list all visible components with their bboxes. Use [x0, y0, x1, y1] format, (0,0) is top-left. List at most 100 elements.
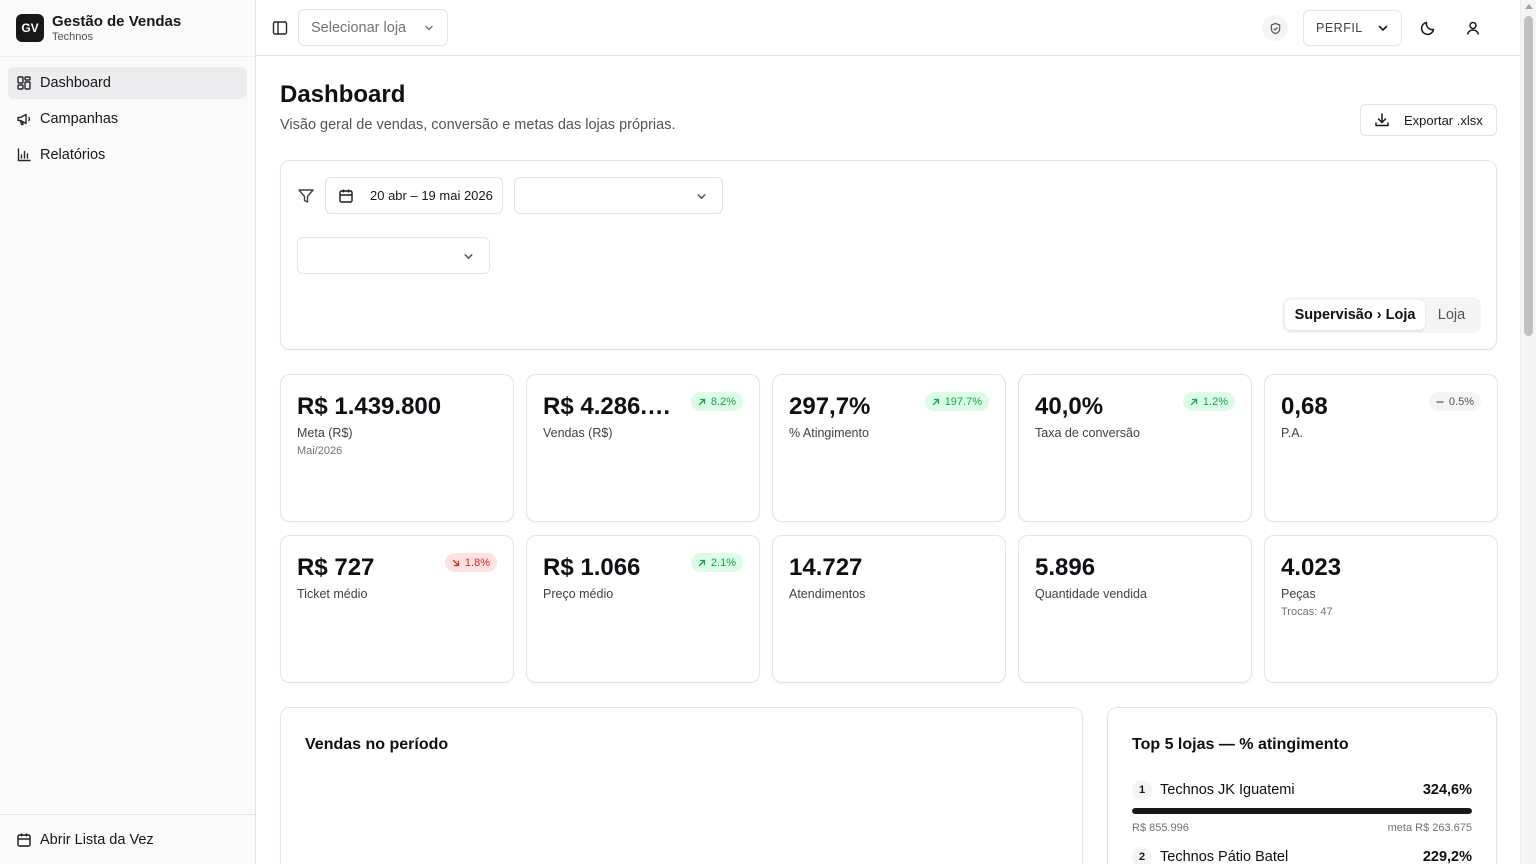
trend-badge: 1.2% — [1182, 392, 1235, 411]
kpi-card-meta: R$ 1.439.800 Meta (R$) Mai/2026 — [280, 374, 514, 522]
kpi-card-atingimento: 297,7% % Atingimento 197.7% — [772, 374, 1006, 522]
sales-period-title: Vendas no período — [305, 736, 449, 753]
filter-select-b[interactable] — [297, 237, 490, 274]
kpi-label: Quantidade vendida — [1035, 587, 1147, 601]
rank-number: 2 — [1132, 847, 1152, 864]
store-goal: meta R$ 263.675 — [1387, 822, 1472, 834]
sidebar-item-label: Campanhas — [40, 111, 119, 127]
kpi-sub: Mai/2026 — [297, 445, 343, 457]
kpi-value: R$ 727 — [297, 554, 375, 581]
view-option-loja[interactable]: Loja — [1437, 307, 1466, 323]
top-stores-panel: Top 5 lojas — % atingimento 1 Technos JK… — [1107, 707, 1497, 864]
kpi-value: 5.896 — [1035, 554, 1096, 581]
shield-icon — [1269, 22, 1282, 35]
kpi-card-preco-medio: R$ 1.066 Preço médio 2.1% — [526, 535, 760, 683]
sidebar-item-dashboard[interactable]: Dashboard — [8, 67, 247, 99]
arrow-up-right-icon — [932, 398, 939, 405]
moon-icon — [1420, 20, 1436, 36]
kpi-card-atendimentos: 14.727 Atendimentos — [772, 535, 1006, 683]
profile-select-label: PERFIL — [1316, 21, 1363, 35]
kpi-value: 0,68 — [1281, 393, 1328, 420]
theme-toggle-button[interactable] — [1414, 14, 1442, 42]
kpi-value: R$ 1.066 — [543, 554, 641, 581]
user-menu-button[interactable] — [1458, 13, 1488, 43]
kpi-label: Preço médio — [543, 587, 614, 601]
kpi-label: Taxa de conversão — [1035, 426, 1140, 440]
kpi-label: Peças — [1281, 587, 1316, 601]
sidebar-nav: Dashboard Campanhas Relatórios — [0, 57, 255, 185]
megaphone-icon — [16, 111, 32, 127]
trend-badge: 8.2% — [690, 392, 743, 411]
profile-select[interactable]: PERFIL — [1303, 10, 1402, 46]
date-range-label: 20 abr – 19 mai 2026 — [370, 188, 493, 203]
arrow-up-right-icon — [698, 559, 706, 566]
kpi-card-pecas: 4.023 Peças Trocas: 47 — [1264, 535, 1498, 683]
kpi-label: % Atingimento — [789, 426, 869, 440]
kpi-card-conversao: 40,0% Taxa de conversão 1.2% — [1018, 374, 1252, 522]
export-label: Exportar .xlsx — [1404, 112, 1483, 128]
sidebar-item-label: Dashboard — [40, 75, 111, 91]
view-mode-toggle: Supervisão › Loja Loja — [1282, 297, 1481, 333]
arrow-down-right-icon — [452, 559, 460, 566]
view-option-supervisao-loja[interactable]: Supervisão › Loja — [1285, 300, 1425, 330]
trend-value: 1.8% — [464, 556, 490, 569]
brand: GV Gestão de Vendas Technos — [0, 0, 255, 57]
page-subtitle: Visão geral de vendas, conversão e metas… — [280, 117, 676, 133]
kpi-label: Meta (R$) — [297, 426, 353, 440]
store-name: Technos JK Iguatemi — [1160, 782, 1295, 798]
list-item[interactable]: 1 Technos JK Iguatemi 324,6% R$ 855.996 … — [1132, 779, 1472, 834]
user-icon — [1465, 20, 1481, 36]
trend-badge: 0.5% — [1428, 392, 1481, 411]
kpi-value: 4.023 — [1281, 554, 1342, 581]
list-item[interactable]: 2 Technos Pátio Batel 229,2% — [1132, 846, 1472, 864]
page-title: Dashboard — [280, 81, 406, 108]
trend-badge: 1.8% — [444, 553, 497, 572]
trend-value: 8.2% — [710, 395, 736, 408]
sidebar: GV Gestão de Vendas Technos Dashboard Ca… — [0, 0, 256, 864]
export-xlsx-button[interactable]: Exportar .xlsx — [1360, 104, 1497, 136]
admin-shield-button[interactable] — [1262, 15, 1288, 41]
scroll-thumb[interactable] — [1524, 16, 1533, 336]
clipboard-clock-icon — [16, 832, 32, 848]
scroll-up-arrow-icon[interactable] — [1525, 4, 1533, 9]
kpi-value: 14.727 — [789, 554, 863, 581]
progress-fill — [1132, 808, 1472, 814]
filter-select-a[interactable] — [514, 177, 723, 214]
trend-value: 197.7% — [944, 395, 982, 408]
dashboard-icon — [16, 75, 32, 91]
kpi-label: Atendimentos — [789, 587, 866, 601]
top-stores-title: Top 5 lojas — % atingimento — [1132, 736, 1349, 753]
store-select[interactable]: Selecionar loja — [298, 9, 448, 46]
chevron-down-icon — [462, 250, 475, 263]
calendar-icon — [338, 188, 354, 204]
sidebar-item-relatorios[interactable]: Relatórios — [8, 139, 247, 171]
kpi-label: Ticket médio — [297, 587, 368, 601]
bar-chart-icon — [16, 147, 32, 163]
minus-icon — [1436, 400, 1444, 403]
kpi-card-vendas: R$ 4.286.… Vendas (R$) 8.2% — [526, 374, 760, 522]
sidebar-item-label: Relatórios — [40, 147, 106, 163]
sales-period-panel: Vendas no período — [280, 707, 1083, 864]
kpi-value: R$ 4.286.… — [543, 393, 672, 420]
kpi-label: P.A. — [1281, 426, 1304, 440]
kpi-sub: Trocas: 47 — [1281, 606, 1333, 618]
chevron-down-icon — [695, 190, 708, 203]
kpi-label: Vendas (R$) — [543, 426, 613, 440]
open-queue-button[interactable]: Abrir Lista da Vez — [0, 814, 255, 864]
sidebar-toggle-button[interactable] — [266, 14, 294, 42]
filter-icon — [297, 187, 315, 205]
chevron-down-icon — [1377, 22, 1389, 34]
store-pct: 324,6% — [1422, 782, 1472, 798]
date-range-picker[interactable]: 20 abr – 19 mai 2026 — [325, 177, 503, 214]
progress-bar — [1132, 808, 1472, 814]
brand-title: Gestão de Vendas — [52, 12, 182, 30]
filters-card: 20 abr – 19 mai 2026 Supervisão › Loja L… — [280, 160, 1497, 350]
kpi-card-quantidade-vendida: 5.896 Quantidade vendida — [1018, 535, 1252, 683]
sidebar-item-campanhas[interactable]: Campanhas — [8, 103, 247, 135]
trend-badge: 197.7% — [924, 392, 989, 411]
brand-logo: GV — [16, 14, 44, 42]
arrow-up-right-icon — [1190, 398, 1198, 405]
store-sales: R$ 855.996 — [1132, 822, 1189, 834]
page-scrollbar[interactable] — [1520, 0, 1536, 864]
rank-number: 1 — [1132, 780, 1152, 800]
